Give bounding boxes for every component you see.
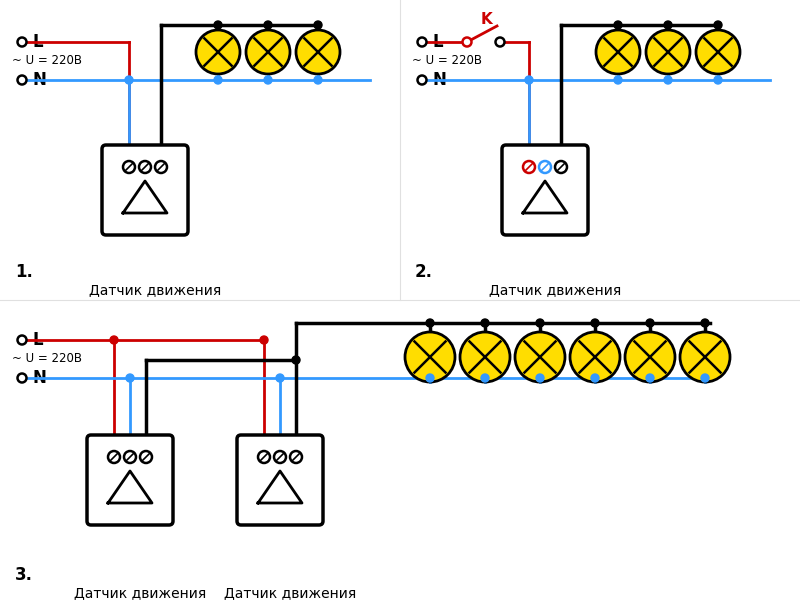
Circle shape <box>108 451 120 463</box>
Circle shape <box>125 76 133 84</box>
Circle shape <box>260 336 268 344</box>
Circle shape <box>664 76 672 84</box>
Circle shape <box>426 319 434 327</box>
Text: N: N <box>432 71 446 89</box>
Text: L: L <box>32 331 42 349</box>
Circle shape <box>405 332 455 382</box>
FancyBboxPatch shape <box>102 145 188 235</box>
Circle shape <box>525 76 533 84</box>
Circle shape <box>570 332 620 382</box>
Circle shape <box>714 76 722 84</box>
Circle shape <box>536 374 544 382</box>
Text: ~ U = 220B: ~ U = 220B <box>12 353 82 365</box>
Circle shape <box>596 30 640 74</box>
Text: Датчик движения: Датчик движения <box>89 283 221 297</box>
Circle shape <box>140 451 152 463</box>
Circle shape <box>701 319 709 327</box>
Circle shape <box>124 451 136 463</box>
Circle shape <box>696 30 740 74</box>
Circle shape <box>536 319 544 327</box>
Circle shape <box>664 21 672 29</box>
Circle shape <box>18 336 26 344</box>
Circle shape <box>591 319 599 327</box>
Circle shape <box>418 38 426 47</box>
Circle shape <box>18 373 26 382</box>
Text: N: N <box>32 71 46 89</box>
Circle shape <box>314 21 322 29</box>
Circle shape <box>418 76 426 85</box>
Text: N: N <box>32 369 46 387</box>
Circle shape <box>426 374 434 382</box>
Circle shape <box>292 356 300 364</box>
Circle shape <box>274 451 286 463</box>
Circle shape <box>462 38 471 47</box>
Circle shape <box>314 76 322 84</box>
Circle shape <box>110 336 118 344</box>
Circle shape <box>625 332 675 382</box>
Text: ~ U = 220B: ~ U = 220B <box>412 54 482 68</box>
Circle shape <box>614 76 622 84</box>
Text: 1.: 1. <box>15 263 33 281</box>
Circle shape <box>680 332 730 382</box>
Circle shape <box>214 21 222 29</box>
FancyBboxPatch shape <box>237 435 323 525</box>
Circle shape <box>155 161 167 173</box>
Circle shape <box>539 161 551 173</box>
Circle shape <box>646 319 654 327</box>
Circle shape <box>264 76 272 84</box>
Text: Датчик движения: Датчик движения <box>224 586 356 600</box>
Text: 3.: 3. <box>15 566 33 584</box>
Circle shape <box>495 38 505 47</box>
Circle shape <box>123 161 135 173</box>
Circle shape <box>258 451 270 463</box>
Circle shape <box>246 30 290 74</box>
Circle shape <box>555 161 567 173</box>
Circle shape <box>701 374 709 382</box>
Text: Датчик движения: Датчик движения <box>489 283 621 297</box>
Circle shape <box>614 21 622 29</box>
Circle shape <box>18 38 26 47</box>
Circle shape <box>296 30 340 74</box>
FancyBboxPatch shape <box>502 145 588 235</box>
Circle shape <box>276 374 284 382</box>
Circle shape <box>196 30 240 74</box>
Circle shape <box>523 161 535 173</box>
Circle shape <box>460 332 510 382</box>
Circle shape <box>481 374 489 382</box>
Circle shape <box>18 76 26 85</box>
Text: L: L <box>432 33 442 51</box>
Circle shape <box>646 30 690 74</box>
Text: L: L <box>32 33 42 51</box>
Text: Датчик движения: Датчик движения <box>74 586 206 600</box>
Circle shape <box>264 21 272 29</box>
Text: K: K <box>481 13 492 27</box>
Circle shape <box>591 374 599 382</box>
Circle shape <box>481 319 489 327</box>
Circle shape <box>214 76 222 84</box>
Text: 2.: 2. <box>415 263 433 281</box>
Circle shape <box>139 161 151 173</box>
Circle shape <box>714 21 722 29</box>
Circle shape <box>126 374 134 382</box>
Circle shape <box>290 451 302 463</box>
FancyBboxPatch shape <box>87 435 173 525</box>
Circle shape <box>515 332 565 382</box>
Circle shape <box>646 374 654 382</box>
Text: ~ U = 220B: ~ U = 220B <box>12 54 82 68</box>
